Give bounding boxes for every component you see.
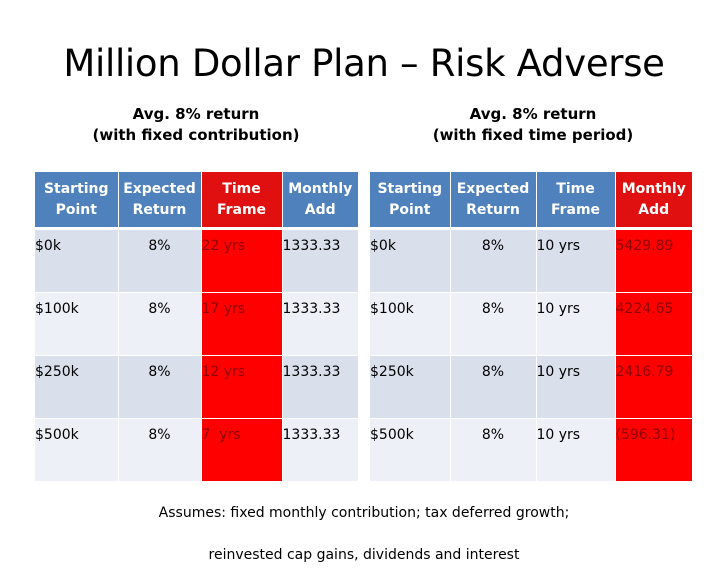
cell-time-frame: 22 yrs [201,228,283,293]
left-table-subtitle: Avg. 8% return (with fixed contribution) [86,104,306,146]
cell-time-frame: 10 yrs [536,292,616,356]
cell-monthly-add: 2416.79 [615,355,692,419]
table-row: $250k 8% 12 yrs 1333.33 [35,355,358,419]
right-table-subtitle: Avg. 8% return (with fixed time period) [418,104,648,146]
cell-monthly-add: (596.31) [615,418,692,482]
header-monthly-add: Monthly Add [282,172,358,230]
cell-expected-return: 8% [118,292,202,356]
header-monthly-add: Monthly Add [615,172,692,230]
cell-starting-point: $100k [370,292,451,356]
footnote-line2: reinvested cap gains, dividends and inte… [208,547,520,563]
header-time-frame: Time Frame [201,172,283,230]
table-row: $100k 8% 10 yrs 4224.65 [370,292,692,356]
cell-time-frame: 10 yrs [536,418,616,482]
cell-starting-point: $250k [370,355,451,419]
table-row: $0k 8% 22 yrs 1333.33 [35,228,358,293]
assumptions-footnote: Assumes: fixed monthly contribution; tax… [0,482,728,587]
left-subtitle-line1: Avg. 8% return [132,105,260,123]
cell-expected-return: 8% [450,228,537,293]
cell-expected-return: 8% [118,355,202,419]
cell-starting-point: $0k [35,228,119,293]
cell-time-frame: 12 yrs [201,355,283,419]
header-starting-point: Starting Point [370,172,451,230]
cell-expected-return: 8% [450,355,537,419]
fixed-contribution-table: Starting Point Expected Return Time Fram… [35,172,358,482]
cell-monthly-add: 1333.33 [282,418,358,482]
cell-expected-return: 8% [450,418,537,482]
table-row: $500k 8% 10 yrs (596.31) [370,418,692,482]
left-subtitle-line2: (with fixed contribution) [92,126,300,144]
cell-time-frame: 17 yrs [201,292,283,356]
cell-monthly-add: 1333.33 [282,228,358,293]
header-expected-return: Expected Return [450,172,537,230]
table-header-row: Starting Point Expected Return Time Fram… [370,172,692,230]
right-subtitle-line2: (with fixed time period) [432,126,634,144]
cell-starting-point: $0k [370,228,451,293]
cell-starting-point: $250k [35,355,119,419]
cell-expected-return: 8% [118,228,202,293]
cell-monthly-add: 1333.33 [282,355,358,419]
cell-expected-return: 8% [118,418,202,482]
cell-starting-point: $100k [35,292,119,356]
cell-monthly-add: 1333.33 [282,292,358,356]
cell-time-frame: 10 yrs [536,355,616,419]
table-header-row: Starting Point Expected Return Time Fram… [35,172,358,230]
header-expected-return: Expected Return [118,172,202,230]
cell-starting-point: $500k [35,418,119,482]
cell-monthly-add: 5429.89 [615,228,692,293]
fixed-time-period-table: Starting Point Expected Return Time Fram… [370,172,692,482]
right-subtitle-line1: Avg. 8% return [469,105,597,123]
footnote-line1: Assumes: fixed monthly contribution; tax… [158,505,570,521]
cell-expected-return: 8% [450,292,537,356]
table-row: $100k 8% 17 yrs 1333.33 [35,292,358,356]
cell-monthly-add: 4224.65 [615,292,692,356]
table-row: $500k 8% 7 yrs 1333.33 [35,418,358,482]
table-row: $0k 8% 10 yrs 5429.89 [370,228,692,293]
table-row: $250k 8% 10 yrs 2416.79 [370,355,692,419]
cell-time-frame: 10 yrs [536,228,616,293]
page-title: Million Dollar Plan – Risk Adverse [63,42,665,85]
header-starting-point: Starting Point [35,172,119,230]
header-time-frame: Time Frame [536,172,616,230]
cell-starting-point: $500k [370,418,451,482]
cell-time-frame: 7 yrs [201,418,283,482]
